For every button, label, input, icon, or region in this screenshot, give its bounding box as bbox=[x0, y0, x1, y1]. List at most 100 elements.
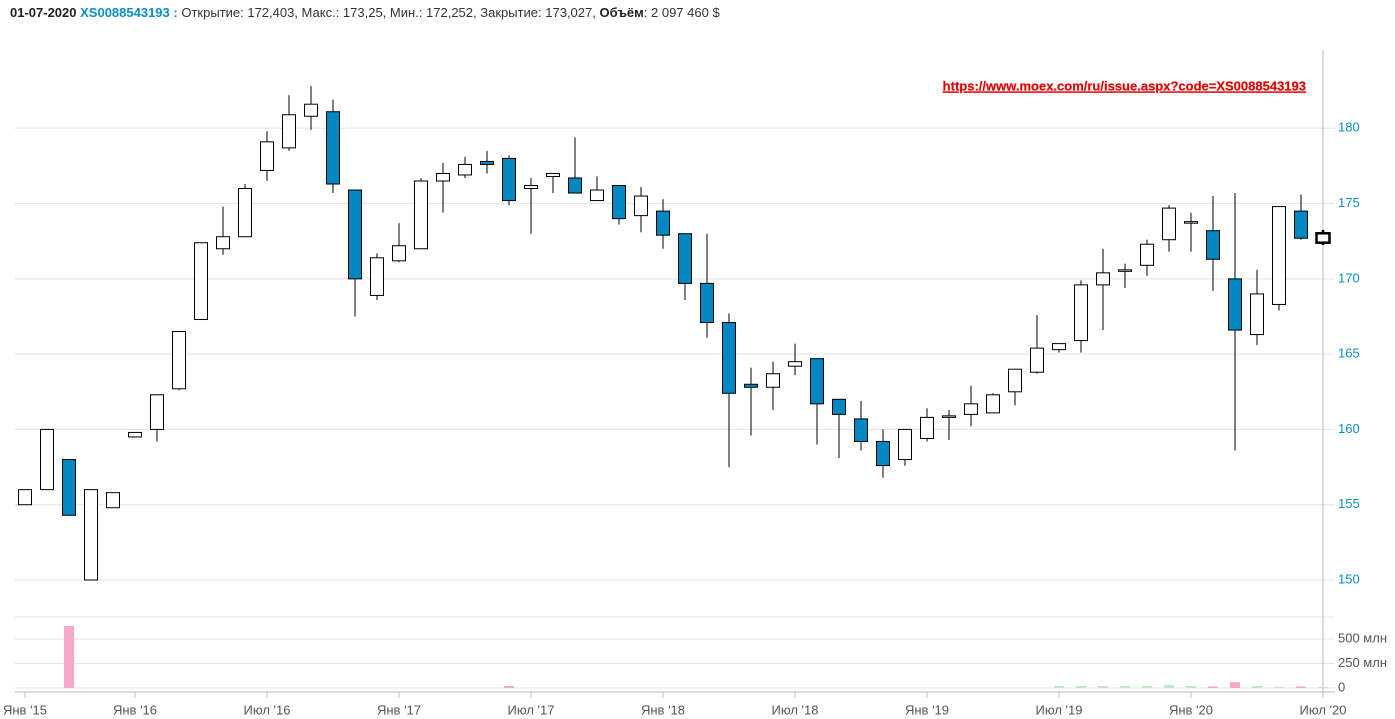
volume-bar bbox=[504, 686, 514, 688]
candle-body bbox=[1250, 293, 1264, 336]
candle-body bbox=[766, 373, 780, 388]
x-tick-label: Июл '18 bbox=[772, 702, 819, 717]
quote: Открытие: 172,403, Макс.: 173,25, Мин.: … bbox=[181, 5, 596, 20]
candle-body bbox=[172, 331, 186, 390]
x-tick-label: Июл '19 bbox=[1036, 702, 1083, 717]
candle-body bbox=[414, 180, 428, 250]
candle-body bbox=[238, 188, 252, 238]
candle-body bbox=[546, 172, 560, 177]
candle-body bbox=[458, 163, 472, 176]
candle-body bbox=[722, 322, 736, 394]
candle-body bbox=[656, 210, 670, 236]
candle-body bbox=[964, 403, 978, 415]
candle-body bbox=[1162, 207, 1176, 241]
x-tick-label: Янв '18 bbox=[641, 702, 685, 717]
candle-body bbox=[128, 431, 142, 438]
candle-body bbox=[1315, 232, 1331, 244]
candle-body bbox=[678, 233, 692, 284]
candle-body bbox=[216, 236, 230, 250]
volume-bar bbox=[1296, 686, 1306, 688]
candle-body bbox=[788, 361, 802, 367]
y-tick-label: 150 bbox=[1338, 571, 1360, 586]
x-tick-label: Янв '19 bbox=[905, 702, 949, 717]
candle-body bbox=[986, 394, 1000, 414]
candle-body bbox=[480, 160, 494, 165]
annotation-link[interactable]: https://www.moex.com/ru/issue.aspx?code=… bbox=[942, 78, 1306, 94]
x-tick-label: Янв '16 bbox=[113, 702, 157, 717]
candle-body bbox=[502, 157, 516, 202]
header: 01-07-2020 XS0088543193 : Открытие: 172,… bbox=[10, 5, 720, 20]
y-tick-label: 165 bbox=[1338, 346, 1360, 361]
volume-bar bbox=[1186, 686, 1196, 688]
candle-body bbox=[700, 282, 714, 324]
volume-bar bbox=[1230, 682, 1240, 688]
x-tick-label: Июл '16 bbox=[244, 702, 291, 717]
y-tick-label: 180 bbox=[1338, 120, 1360, 135]
y-tick-label: 155 bbox=[1338, 496, 1360, 511]
candle-body bbox=[744, 383, 758, 388]
code: XS0088543193 : bbox=[80, 5, 178, 20]
volume-bar bbox=[1076, 686, 1086, 688]
volume-value: : 2 097 460 $ bbox=[643, 5, 720, 20]
volume-bar bbox=[64, 626, 74, 688]
candle-body bbox=[348, 189, 362, 280]
candle-body bbox=[1074, 284, 1088, 342]
volume-bar bbox=[1142, 686, 1152, 688]
candle-body bbox=[634, 195, 648, 217]
candle-body bbox=[1030, 347, 1044, 373]
candle-body bbox=[854, 418, 868, 442]
candle-body bbox=[150, 394, 164, 430]
candle-body bbox=[1228, 278, 1242, 331]
candle-body bbox=[524, 185, 538, 190]
candle-body bbox=[282, 114, 296, 149]
volume-bar bbox=[1120, 686, 1130, 688]
candle-body bbox=[1140, 243, 1154, 266]
candle-body bbox=[1096, 272, 1110, 286]
candle-body bbox=[810, 358, 824, 405]
candle-body bbox=[370, 257, 384, 296]
volume-bar bbox=[1164, 685, 1174, 688]
candle-body bbox=[590, 189, 604, 202]
volume-bar bbox=[1274, 687, 1284, 688]
candle-body bbox=[304, 103, 318, 117]
candle-body bbox=[920, 416, 934, 439]
x-tick-label: Янв '17 bbox=[377, 702, 421, 717]
candle-body bbox=[18, 489, 32, 506]
volume-bar bbox=[1318, 687, 1328, 688]
x-tick-label: Июл '20 bbox=[1300, 702, 1347, 717]
candle-body bbox=[1184, 221, 1198, 224]
candle-body bbox=[832, 398, 846, 415]
x-tick-label: Янв '20 bbox=[1169, 702, 1213, 717]
volume-tick-label: 500 млн bbox=[1338, 630, 1387, 645]
candle-body bbox=[62, 459, 76, 516]
x-tick-label: Июл '17 bbox=[508, 702, 555, 717]
candle-body bbox=[84, 489, 98, 581]
volume-bar bbox=[1208, 686, 1218, 688]
y-tick-label: 160 bbox=[1338, 421, 1360, 436]
candle-body bbox=[326, 111, 340, 185]
candle-body bbox=[40, 428, 54, 491]
volume-bar bbox=[1252, 686, 1262, 688]
candle-body bbox=[1008, 368, 1022, 393]
candle-body bbox=[436, 172, 450, 182]
volume-tick-label: 0 bbox=[1338, 679, 1345, 694]
candle-body bbox=[942, 415, 956, 418]
candle-body bbox=[876, 440, 890, 467]
volume-bar bbox=[1054, 686, 1064, 688]
y-tick-label: 170 bbox=[1338, 270, 1360, 285]
candle-body bbox=[1272, 206, 1286, 305]
candle-body bbox=[1052, 343, 1066, 351]
candle-body bbox=[1118, 269, 1132, 272]
x-tick-label: Янв '15 bbox=[3, 702, 47, 717]
volume-tick-label: 250 млн bbox=[1338, 655, 1387, 670]
candle-body bbox=[106, 492, 120, 509]
candle-body bbox=[1206, 230, 1220, 260]
volume-bar bbox=[1098, 686, 1108, 688]
candle-body bbox=[194, 242, 208, 321]
candle-body bbox=[260, 141, 274, 171]
candle-body bbox=[612, 185, 626, 220]
candle-body bbox=[568, 177, 582, 194]
candle-body bbox=[898, 428, 912, 461]
candle-body bbox=[392, 245, 406, 262]
